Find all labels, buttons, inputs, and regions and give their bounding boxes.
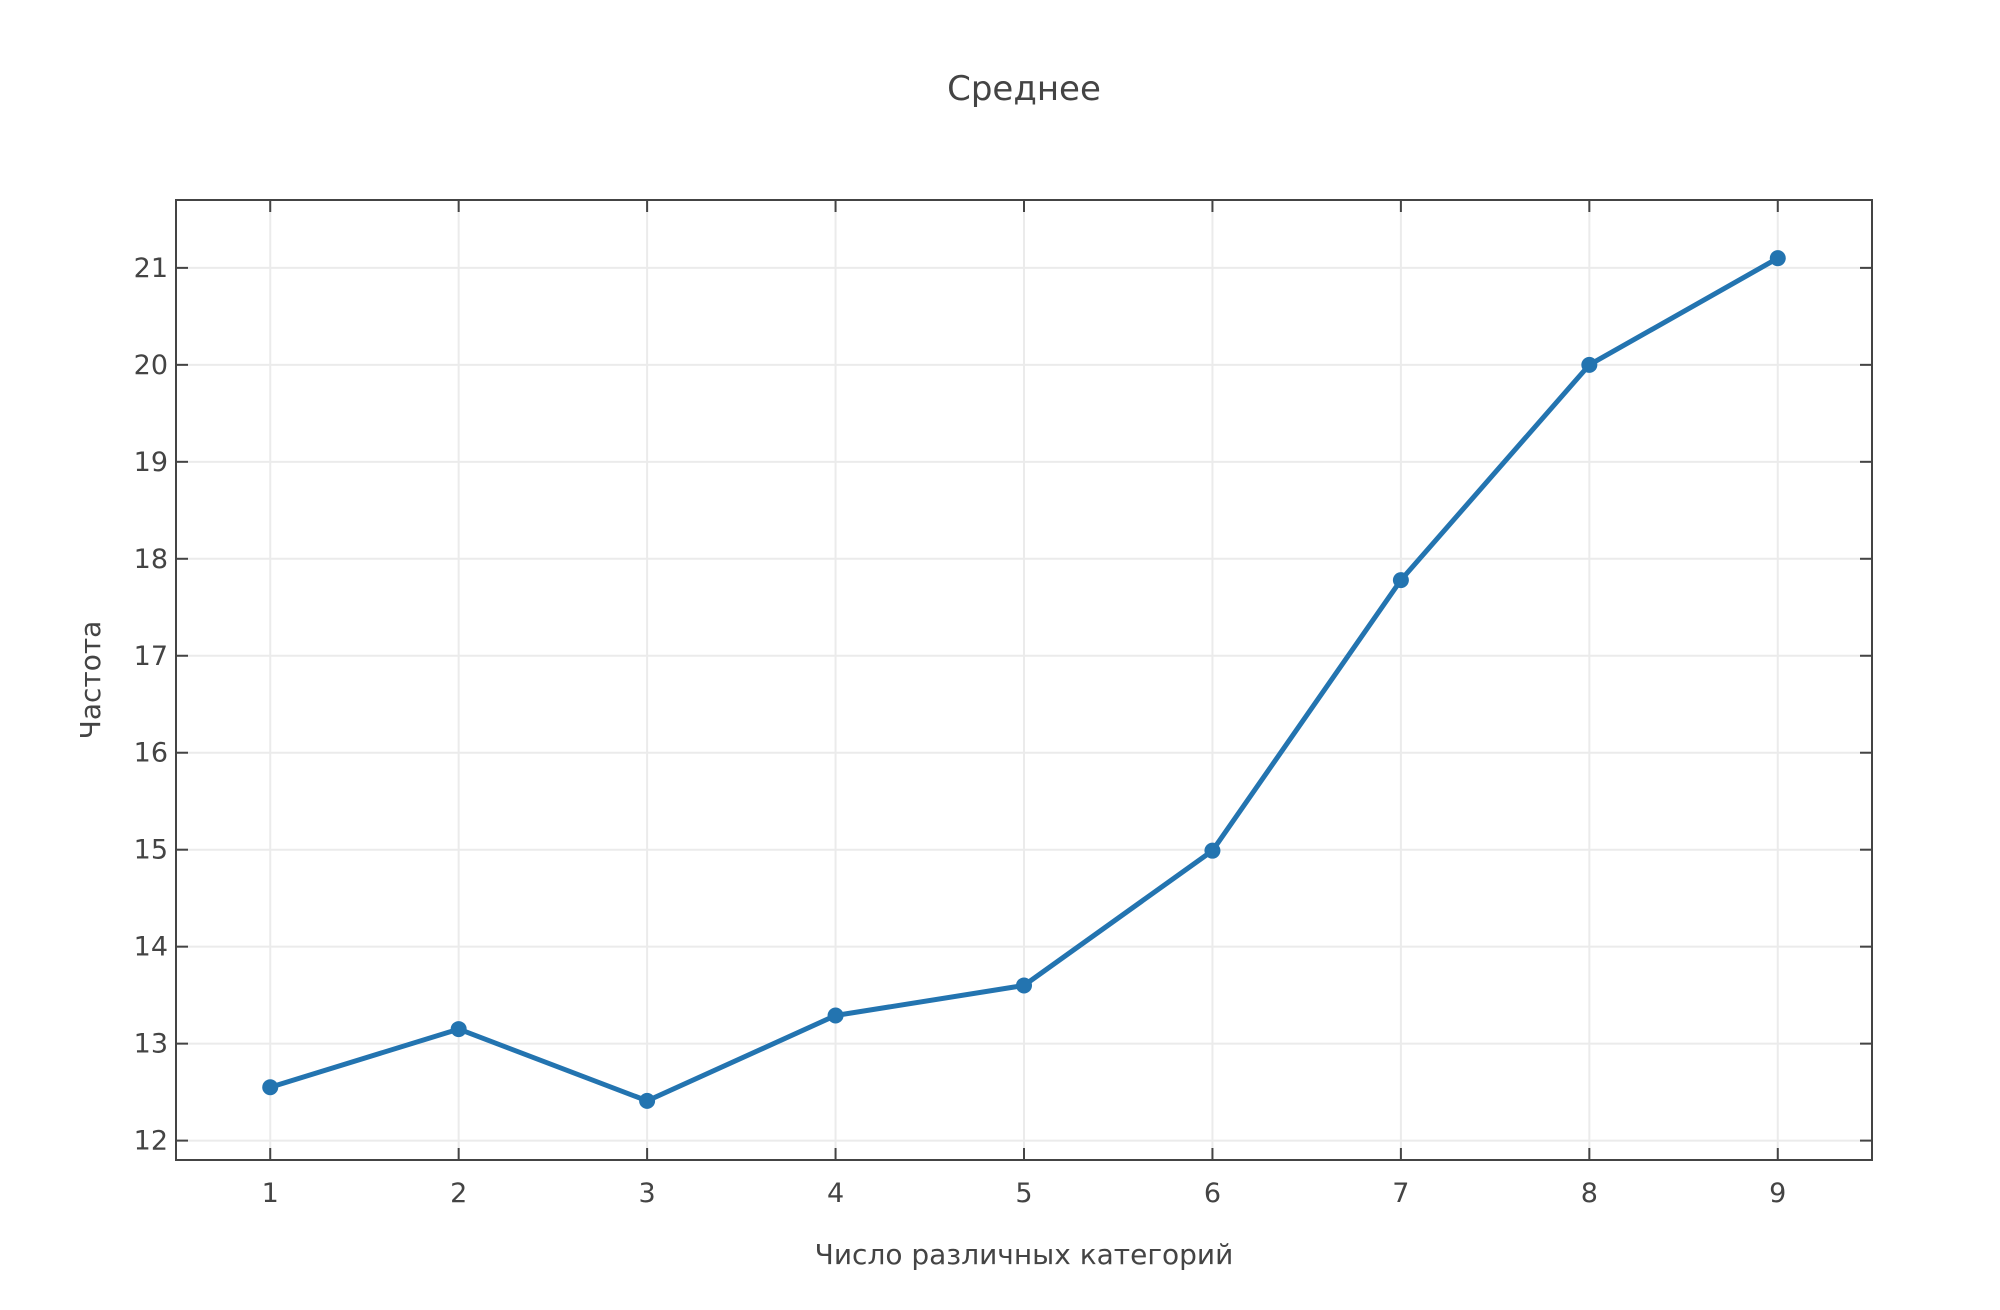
y-tick-label: 14: [134, 932, 168, 963]
data-point: [262, 1079, 279, 1096]
x-tick-label: 9: [1769, 1178, 1786, 1209]
y-tick-label: 16: [134, 738, 168, 769]
x-tick-label: 1: [262, 1178, 279, 1209]
y-axis-label: Частота: [74, 621, 107, 740]
y-tick-label: 19: [134, 447, 168, 478]
series-layer: [262, 250, 1786, 1109]
grid-layer: [176, 200, 1872, 1160]
data-point: [1392, 572, 1409, 589]
y-tick-label: 12: [134, 1126, 168, 1157]
plot-area-frame: [175, 199, 1873, 1161]
x-tick-label: 7: [1392, 1178, 1409, 1209]
x-tick-label: 2: [450, 1178, 467, 1209]
y-tick-label: 15: [134, 835, 168, 866]
y-tick-label: 17: [134, 641, 168, 672]
data-point: [1204, 842, 1221, 859]
x-axis-label: Число различных категорий: [815, 1238, 1234, 1271]
data-point: [827, 1007, 844, 1024]
y-tick-label: 13: [134, 1029, 168, 1060]
x-tick-label: 8: [1581, 1178, 1598, 1209]
x-tick-label: 3: [639, 1178, 656, 1209]
x-tick-label: 4: [827, 1178, 844, 1209]
y-tick-label: 21: [134, 253, 168, 284]
y-tick-label: 18: [134, 544, 168, 575]
data-point: [1016, 977, 1032, 994]
y-tick-label: 20: [134, 350, 168, 381]
data-point: [1581, 356, 1598, 373]
chart-title: Среднее: [947, 69, 1101, 109]
data-point: [639, 1092, 656, 1109]
data-point: [450, 1021, 467, 1038]
data-point: [1769, 250, 1786, 267]
x-tick-label: 5: [1015, 1178, 1032, 1209]
x-tick-label: 6: [1204, 1178, 1221, 1209]
